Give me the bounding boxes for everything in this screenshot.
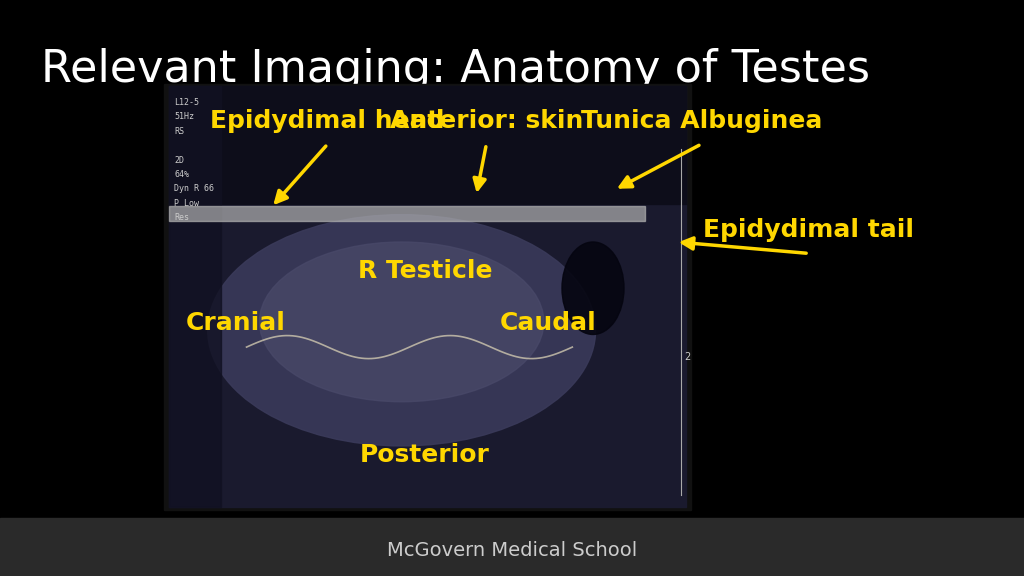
- Text: RS: RS: [174, 127, 184, 136]
- Bar: [169, 206, 645, 221]
- Text: Anterior: skin: Anterior: skin: [390, 109, 583, 133]
- Text: 64%: 64%: [174, 170, 189, 179]
- Text: Res: Res: [174, 213, 189, 222]
- Ellipse shape: [562, 242, 624, 335]
- Text: Posterior: Posterior: [360, 443, 489, 467]
- Ellipse shape: [208, 215, 596, 446]
- Bar: [0, 518, 1024, 576]
- Text: Relevant Imaging: Anatomy of Testes: Relevant Imaging: Anatomy of Testes: [41, 48, 870, 90]
- Text: Cranial: Cranial: [185, 310, 286, 335]
- Text: 51Hz: 51Hz: [174, 112, 195, 122]
- Text: Dyn R 66: Dyn R 66: [174, 184, 214, 194]
- Ellipse shape: [259, 242, 544, 402]
- Text: Epidydimal head: Epidydimal head: [210, 109, 445, 133]
- Bar: [169, 86, 686, 507]
- Bar: [169, 86, 686, 204]
- Text: Tunica Albuginea: Tunica Albuginea: [581, 109, 822, 133]
- Bar: [169, 86, 221, 507]
- Text: 2D: 2D: [174, 156, 184, 165]
- Bar: [164, 84, 691, 510]
- Text: P Low: P Low: [174, 199, 199, 208]
- Text: L12-5: L12-5: [174, 98, 199, 107]
- Text: McGovern Medical School: McGovern Medical School: [387, 541, 637, 559]
- Text: Epidydimal tail: Epidydimal tail: [703, 218, 914, 242]
- Text: R Testicle: R Testicle: [357, 259, 493, 283]
- Text: 2: 2: [684, 352, 690, 362]
- Text: Caudal: Caudal: [500, 310, 596, 335]
